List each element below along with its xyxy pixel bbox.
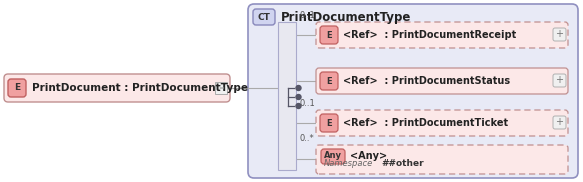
- FancyBboxPatch shape: [316, 145, 568, 174]
- Text: 0..*: 0..*: [300, 134, 315, 143]
- Text: Namespace: Namespace: [324, 159, 373, 167]
- FancyBboxPatch shape: [8, 79, 26, 97]
- Text: +: +: [555, 75, 563, 85]
- FancyBboxPatch shape: [316, 68, 568, 94]
- FancyBboxPatch shape: [553, 74, 566, 87]
- Text: <Ref>  : PrintDocumentReceipt: <Ref> : PrintDocumentReceipt: [343, 30, 517, 40]
- FancyBboxPatch shape: [248, 4, 578, 178]
- Text: =: =: [218, 85, 224, 91]
- Text: E: E: [326, 31, 332, 39]
- Text: PrintDocument : PrintDocumentType: PrintDocument : PrintDocumentType: [32, 83, 248, 93]
- Bar: [278, 22, 296, 170]
- Text: PrintDocumentType: PrintDocumentType: [281, 11, 412, 23]
- Text: CT: CT: [258, 13, 271, 21]
- Bar: [215, 82, 227, 94]
- Text: <Ref>  : PrintDocumentStatus: <Ref> : PrintDocumentStatus: [343, 76, 510, 86]
- Text: <Any>: <Any>: [350, 151, 387, 161]
- FancyBboxPatch shape: [253, 9, 275, 25]
- Text: <Ref>  : PrintDocumentTicket: <Ref> : PrintDocumentTicket: [343, 118, 508, 128]
- FancyBboxPatch shape: [320, 114, 338, 132]
- Text: ##other: ##other: [381, 159, 424, 167]
- Text: 0..1: 0..1: [300, 11, 316, 20]
- Text: Any: Any: [324, 151, 342, 161]
- FancyBboxPatch shape: [4, 74, 230, 102]
- FancyBboxPatch shape: [316, 110, 568, 136]
- Text: E: E: [326, 76, 332, 86]
- Circle shape: [296, 86, 301, 90]
- Circle shape: [296, 94, 301, 100]
- FancyBboxPatch shape: [553, 28, 566, 41]
- FancyBboxPatch shape: [316, 22, 568, 48]
- FancyBboxPatch shape: [553, 116, 566, 129]
- Text: E: E: [326, 118, 332, 128]
- Circle shape: [296, 104, 301, 108]
- FancyBboxPatch shape: [321, 149, 345, 164]
- FancyBboxPatch shape: [320, 26, 338, 44]
- Text: E: E: [14, 84, 20, 92]
- Text: 0..1: 0..1: [300, 99, 316, 108]
- FancyBboxPatch shape: [320, 72, 338, 90]
- Text: +: +: [555, 29, 563, 39]
- Text: +: +: [555, 117, 563, 127]
